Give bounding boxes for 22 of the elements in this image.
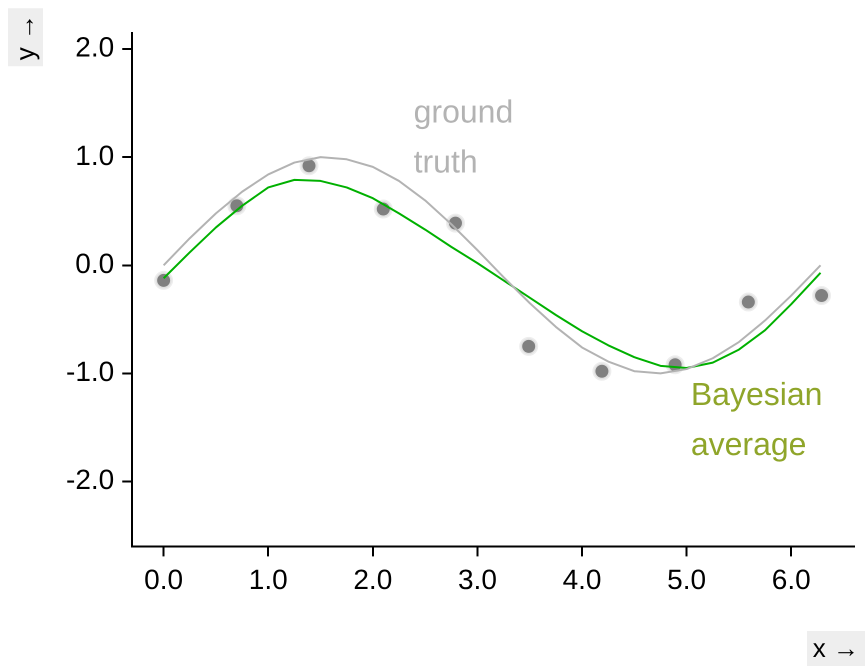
x-tick-label: 4.0 [562,564,602,595]
point [300,156,319,176]
y-tick-label: 2.0 [75,32,114,63]
x-tick-label: 0.0 [144,564,184,595]
y-tick-label: 1.0 [75,140,114,171]
series-label: ground truth [414,94,514,180]
x-tick-label: 3.0 [458,564,497,595]
x-tick-label: 2.0 [353,564,392,595]
y-tick-label: -1.0 [66,356,114,388]
x-tick-label: 6.0 [772,564,811,595]
x-axis-title: x → [806,631,865,666]
point [592,362,612,381]
y-axis-title: y → [8,8,43,66]
y-tick-label: -2.0 [66,464,114,496]
series-label: Bayesian average [690,376,822,462]
y-tick-label: 0.0 [75,248,114,279]
x-tick-label: 5.0 [667,564,706,595]
point [519,336,538,356]
point [738,292,758,312]
point [812,286,832,306]
x-tick-label: 1.0 [248,564,288,595]
point [154,270,174,290]
